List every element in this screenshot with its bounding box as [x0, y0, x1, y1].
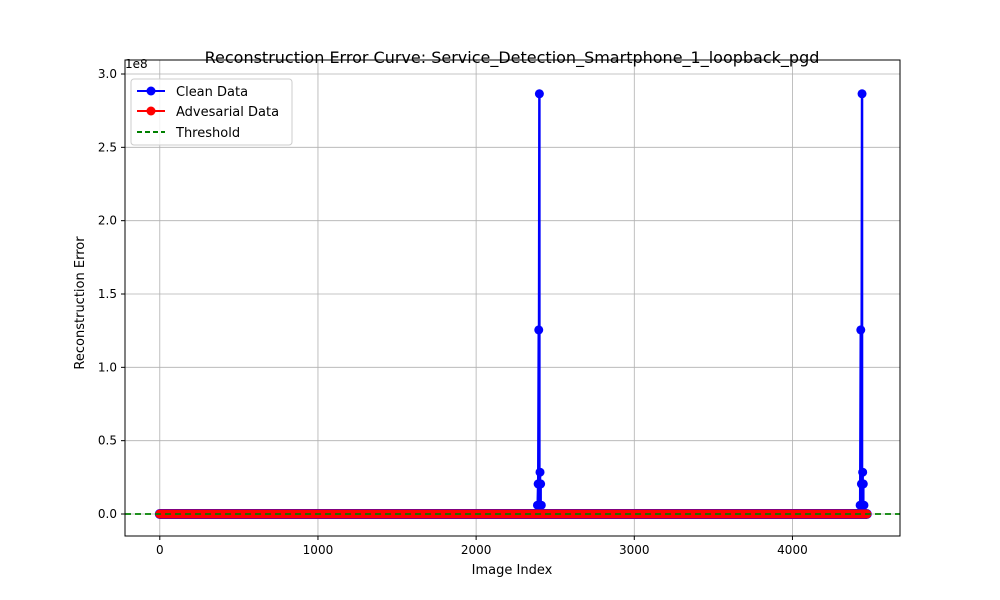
x-axis-ticks: 0 1000 2000 3000 4000 [156, 536, 808, 557]
clean-data-point [859, 500, 869, 510]
clean-data-point [535, 467, 545, 477]
x-tick-label: 4000 [777, 543, 808, 557]
grid [125, 60, 900, 536]
y-tick-label: 1.0 [98, 360, 117, 374]
clean-data-point [534, 89, 544, 99]
y-tick-label: 2.0 [98, 214, 117, 228]
chart-title: Reconstruction Error Curve: Service_Dete… [205, 48, 820, 68]
clean-data-point [858, 479, 868, 489]
legend-threshold-label: Threshold [175, 126, 240, 141]
legend-box [130, 78, 293, 146]
y-multiplier-label: 1e8 [125, 57, 148, 71]
clean-data-point [856, 325, 866, 335]
legend: Clean Data Advesarial Data Threshold [130, 78, 293, 146]
y-axis-label: Reconstruction Error [73, 236, 88, 370]
legend-adversarial-label: Advesarial Data [176, 105, 279, 120]
y-tick-label: 0.0 [98, 507, 117, 521]
legend-clean-label: Clean Data [176, 85, 248, 100]
y-tick-label: 1.5 [98, 287, 117, 301]
y-tick-label: 2.5 [98, 140, 117, 154]
clean-data-point [858, 467, 868, 477]
y-axis-ticks: 0.0 0.5 1.0 1.5 2.0 2.5 3.0 [98, 67, 125, 521]
clean-data-point [857, 89, 867, 99]
x-tick-label: 1000 [303, 543, 334, 557]
clean-data-point [536, 500, 546, 510]
x-tick-label: 0 [156, 543, 164, 557]
clean-data-point [534, 325, 544, 335]
plot-data [125, 89, 900, 519]
y-tick-label: 0.5 [98, 434, 117, 448]
clean-data-point [536, 479, 546, 489]
plot-area-frame [124, 59, 901, 537]
x-tick-label: 3000 [619, 543, 650, 557]
x-tick-label: 2000 [461, 543, 492, 557]
y-tick-label: 3.0 [98, 67, 117, 81]
legend-adversarial-marker [146, 106, 156, 116]
x-axis-label: Image Index [472, 563, 553, 578]
legend-clean-marker [146, 86, 156, 96]
